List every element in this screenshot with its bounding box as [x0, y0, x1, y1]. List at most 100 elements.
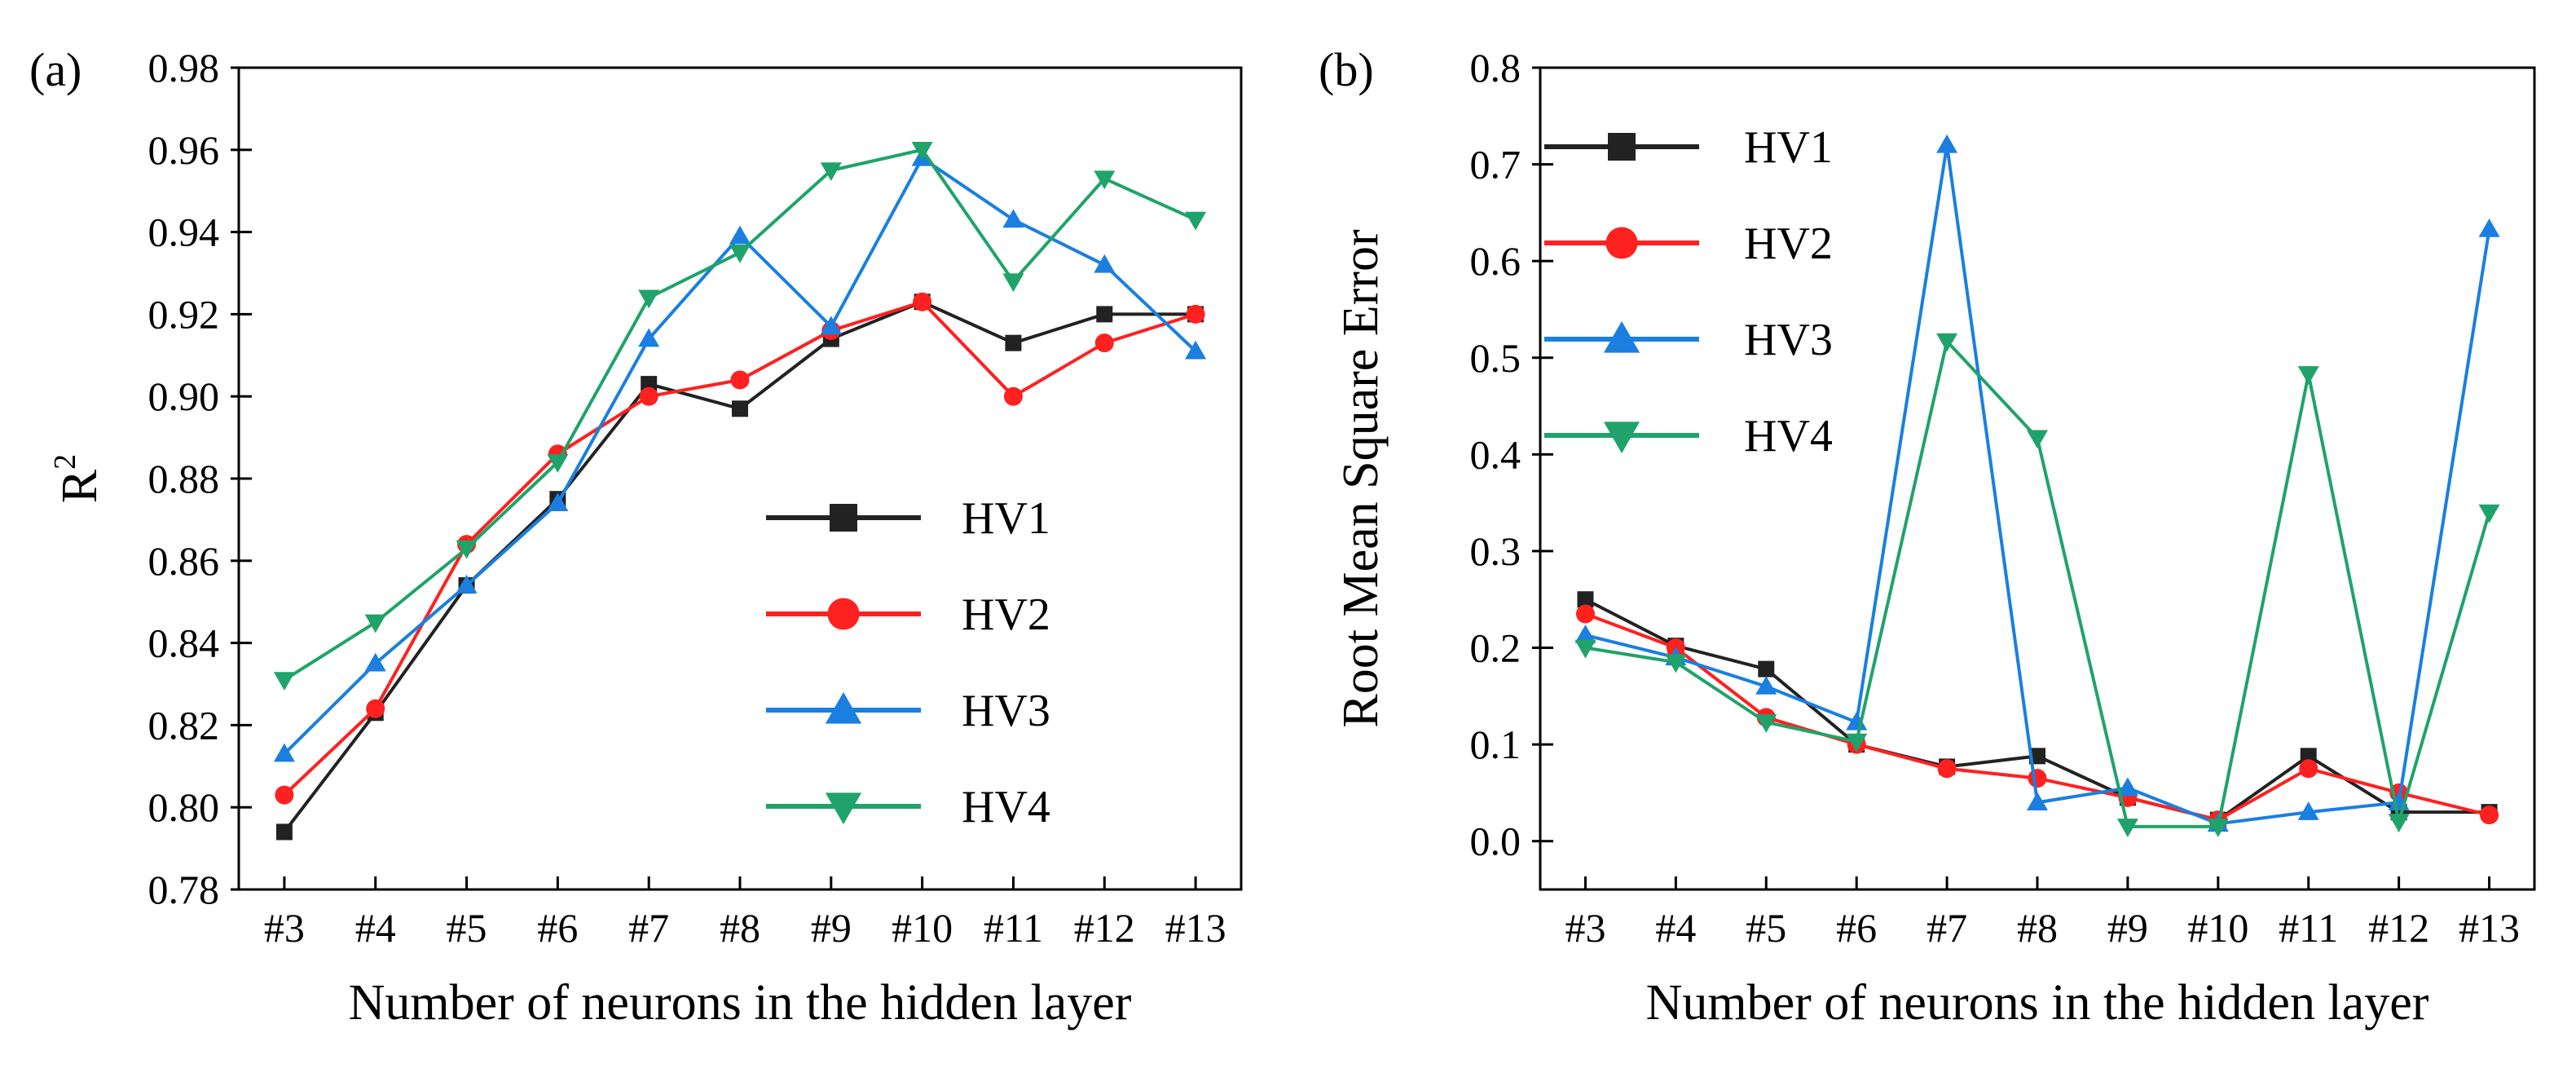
- legend-entry-hv4: HV4: [1544, 411, 1833, 461]
- data-point: [1574, 639, 1596, 659]
- legend-label: HV1: [1744, 122, 1833, 173]
- y-tick-label: 0.5: [1470, 335, 1521, 381]
- data-point: [1936, 134, 1958, 153]
- y-tick-label: 0.96: [148, 127, 220, 173]
- plot-frame: [237, 66, 1243, 891]
- data-point: [820, 162, 842, 181]
- data-point: [1758, 660, 1775, 678]
- data-point: [2388, 814, 2410, 832]
- data-point: [1574, 625, 1596, 643]
- data-point: [2116, 819, 2138, 837]
- data-point: [913, 292, 932, 311]
- x-tick-label: #3: [1565, 905, 1605, 951]
- data-point: [820, 316, 842, 335]
- data-point: [1005, 334, 1022, 351]
- legend-entry-hv4: HV4: [766, 782, 1050, 832]
- data-point: [547, 454, 569, 473]
- data-point: [1186, 304, 1205, 324]
- data-point: [456, 540, 478, 559]
- y-axis-title: R2: [48, 454, 108, 503]
- data-point: [456, 575, 478, 594]
- data-point: [729, 245, 751, 263]
- data-point: [1094, 333, 1114, 353]
- y-axis-title-superscript: 2: [48, 454, 82, 470]
- x-tick-label: #11: [984, 905, 1043, 951]
- x-tick-label: #6: [537, 905, 578, 951]
- y-tick-label: 0.98: [148, 45, 220, 90]
- panel-a-r-squared-chart: 0.78 0.80 0.82 0.84 0.86 0.88 0.90 0.92 0.94 0.96…: [29, 43, 1243, 1031]
- data-point: [1094, 170, 1116, 190]
- y-tick-label: 0.3: [1470, 528, 1521, 574]
- data-point: [911, 142, 933, 161]
- legend-marker: [1603, 422, 1640, 454]
- data-point: [1185, 211, 1207, 231]
- series-hv3: [1574, 134, 2500, 832]
- data-point: [2480, 806, 2499, 825]
- data-point: [2300, 748, 2317, 765]
- panel-label: (b): [1319, 43, 1374, 96]
- legend-marker: [830, 504, 857, 532]
- series-hv2: [275, 292, 1205, 805]
- data-point: [2297, 801, 2319, 820]
- legend-marker: [827, 598, 860, 630]
- x-axis-title: Number of neurons in the hidden layer: [349, 975, 1132, 1031]
- y-tick-label: 0.90: [148, 373, 220, 419]
- data-point: [1846, 711, 1868, 731]
- data-point: [1096, 306, 1113, 323]
- data-point: [2027, 430, 2048, 449]
- x-tick-label: #4: [355, 905, 396, 951]
- data-point: [639, 386, 658, 406]
- data-point: [730, 370, 750, 390]
- data-point: [638, 289, 660, 309]
- data-point: [2116, 777, 2138, 797]
- data-point: [1936, 333, 1958, 352]
- legend-entry-hv2: HV2: [766, 589, 1050, 640]
- y-tick-label: 0.4: [1470, 431, 1521, 477]
- y-tick-label: 0.80: [148, 784, 220, 830]
- data-point: [1755, 714, 1777, 733]
- y-tick-label: 0.1: [1470, 722, 1521, 767]
- x-tick-label: #10: [2187, 905, 2248, 951]
- data-point: [273, 743, 295, 762]
- data-point: [1002, 209, 1024, 228]
- legend-entry-hv3: HV3: [1544, 315, 1833, 365]
- legend-label: HV2: [962, 589, 1050, 640]
- legend-entry-hv1: HV1: [766, 493, 1050, 544]
- y-axis-title: Root Mean Square Error: [1333, 229, 1389, 728]
- x-tick-label: #13: [1165, 905, 1226, 951]
- data-point: [2299, 759, 2318, 779]
- panel-b-rmse-chart: 0.0 0.1 0.2 0.3 0.4 0.5 0.6 0.7 0.8 #3 #4 #5 #6 #7 #8 #…: [1319, 43, 2536, 1031]
- y-tick-label: 0.6: [1470, 238, 1521, 284]
- y-tick-label: 0.0: [1470, 819, 1521, 864]
- legend-marker: [1603, 320, 1640, 353]
- data-point: [1937, 759, 1957, 779]
- legend-entry-hv3: HV3: [766, 686, 1050, 736]
- data-point: [275, 785, 294, 805]
- x-tick-label: #4: [1655, 905, 1696, 951]
- data-point: [1575, 604, 1595, 624]
- legend-label: HV3: [962, 686, 1050, 736]
- y-tick-label: 0.8: [1470, 45, 1521, 90]
- data-point: [273, 672, 295, 691]
- y-tick-label: 0.7: [1470, 142, 1521, 188]
- y-tick-label: 0.92: [148, 291, 220, 337]
- legend-entry-hv2: HV2: [1544, 218, 1833, 269]
- data-point: [547, 492, 569, 511]
- x-tick-label: #6: [1836, 905, 1877, 951]
- y-tick-label: 0.88: [148, 456, 220, 501]
- y-tick-label: 0.94: [148, 210, 220, 255]
- y-tick-label: 0.86: [148, 538, 220, 584]
- legend-entry-hv1: HV1: [1544, 122, 1833, 173]
- x-tick-label: #12: [2368, 905, 2429, 951]
- x-tick-label: #10: [892, 905, 953, 951]
- legend-marker: [1605, 227, 1638, 259]
- legend-label: HV1: [962, 493, 1050, 544]
- data-point: [638, 328, 660, 347]
- data-point: [2029, 748, 2045, 765]
- x-tick-label: #12: [1074, 905, 1135, 951]
- data-point: [1094, 254, 1116, 273]
- data-point: [1846, 733, 1868, 753]
- legend-marker: [825, 691, 862, 724]
- legend-label: HV2: [1744, 218, 1833, 269]
